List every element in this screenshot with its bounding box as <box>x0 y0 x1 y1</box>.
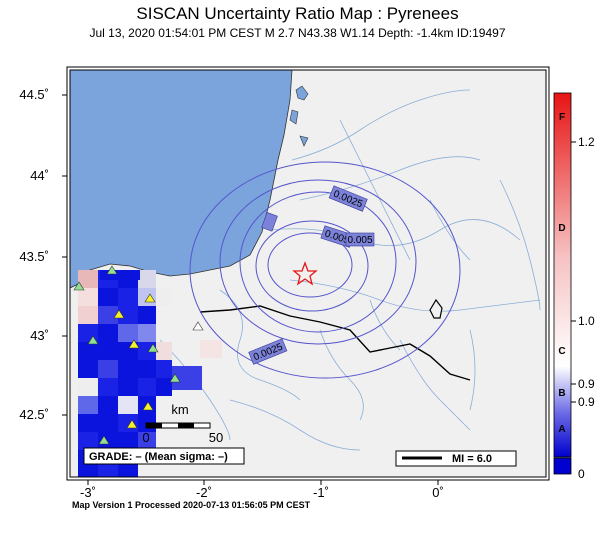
station-triangle <box>98 435 110 445</box>
station-triangle <box>147 343 159 353</box>
scale-bar: km 0 50 <box>142 402 223 445</box>
mi-legend: MI = 6.0 <box>395 450 517 467</box>
epicenter-star-icon <box>292 261 318 286</box>
map-title: SISCAN Uncertainty Ratio Map : Pyrenees <box>136 4 459 23</box>
lon-tick: -3˚ <box>80 485 96 500</box>
station-triangle <box>87 335 99 345</box>
grade-box: GRADE: – (Mean sigma: –) <box>83 447 245 465</box>
scale-start: 0 <box>142 430 149 445</box>
contour-label: 0.005 <box>347 235 372 246</box>
andorra-border <box>429 298 443 319</box>
colorbar-letter: B <box>558 388 565 399</box>
station-triangle <box>106 265 118 275</box>
colorbar-zero-swatch <box>553 457 572 475</box>
coastal-lake <box>289 109 299 125</box>
station-triangle <box>113 309 125 319</box>
contour-line <box>239 191 397 333</box>
lat-ticks: 44.5˚ 44˚ 43.5˚ 43˚ 42.5˚ <box>19 87 67 422</box>
station-triangle <box>192 321 204 331</box>
station-triangle <box>169 373 181 383</box>
map-area: 0.0025 0.005 0.005 0.0025 km <box>70 70 546 477</box>
mi-text: MI = 6.0 <box>452 453 492 465</box>
lat-tick: 43.5˚ <box>19 249 49 264</box>
lat-tick: 44˚ <box>30 168 49 183</box>
scale-end: 50 <box>209 430 223 445</box>
colorbar: F D C B A 1.2 1.0 0.9 0.9 0 <box>553 92 595 481</box>
uncertainty-contours <box>189 161 461 379</box>
station-triangle <box>126 419 138 429</box>
map-frame <box>69 69 547 478</box>
colorbar-value: 1.0 <box>578 314 595 328</box>
lon-tick: -2˚ <box>196 485 212 500</box>
colorbar-letter: C <box>558 346 565 357</box>
contour-line <box>189 161 461 379</box>
map-subtitle: Jul 13, 2020 01:54:01 PM CEST M 2.7 N43.… <box>89 26 506 40</box>
station-triangle <box>128 339 140 349</box>
country-border <box>199 305 471 381</box>
grade-text: GRADE: – (Mean sigma: –) <box>89 451 228 463</box>
lon-tick: 0˚ <box>432 485 444 500</box>
coastal-lake <box>299 135 309 147</box>
colorbar-letter: D <box>558 223 565 234</box>
colorbar-value: 0.9 <box>578 395 595 409</box>
contour-line <box>219 179 417 345</box>
colorbar-value: 0 <box>578 467 585 481</box>
colorbar-letter: F <box>559 112 565 123</box>
lon-ticks: -3˚ -2˚ -1˚ 0˚ <box>80 480 444 500</box>
colorbar-gradient <box>553 92 572 458</box>
lon-tick: -1˚ <box>313 485 329 500</box>
station-triangle <box>73 281 85 291</box>
lat-tick: 43˚ <box>30 328 49 343</box>
station-triangle <box>144 293 156 303</box>
contour-line <box>267 232 353 298</box>
colorbar-letter: A <box>558 424 565 435</box>
rivers <box>159 89 541 451</box>
station-triangle <box>142 401 154 411</box>
coastal-lake <box>295 85 309 101</box>
lat-tick: 42.5˚ <box>19 407 49 422</box>
colorbar-value: 1.2 <box>578 135 595 149</box>
lat-tick: 44.5˚ <box>19 87 49 102</box>
scale-unit: km <box>171 402 188 417</box>
contour-line <box>255 220 369 312</box>
map-footer: Map Version 1 Processed 2020-07-13 01:56… <box>72 500 311 510</box>
map-outer-frame <box>66 66 550 481</box>
colorbar-value: 0.9 <box>578 377 595 391</box>
